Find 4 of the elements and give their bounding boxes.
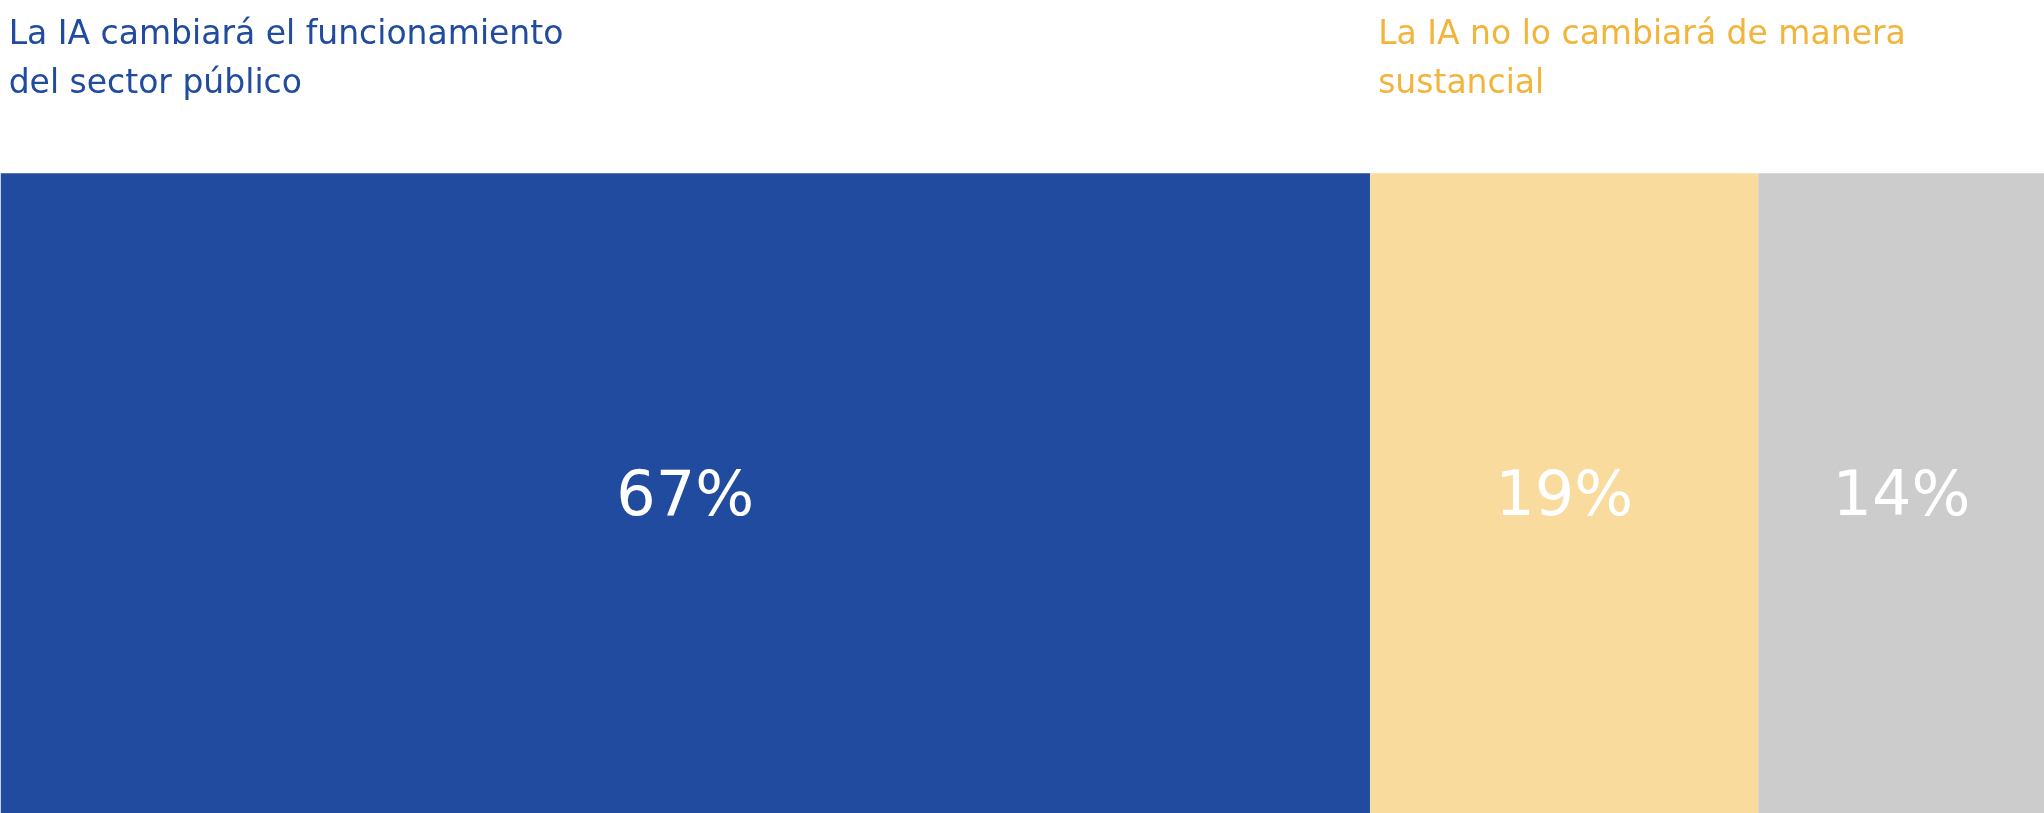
data-label: 67%: [616, 456, 755, 530]
text: La IA cambiará el funcionamiento del sector público: [8, 13, 564, 102]
data-label: 19%: [1495, 456, 1634, 530]
text: La IA no lo cambiará de manera sustancial: [1378, 13, 1906, 102]
